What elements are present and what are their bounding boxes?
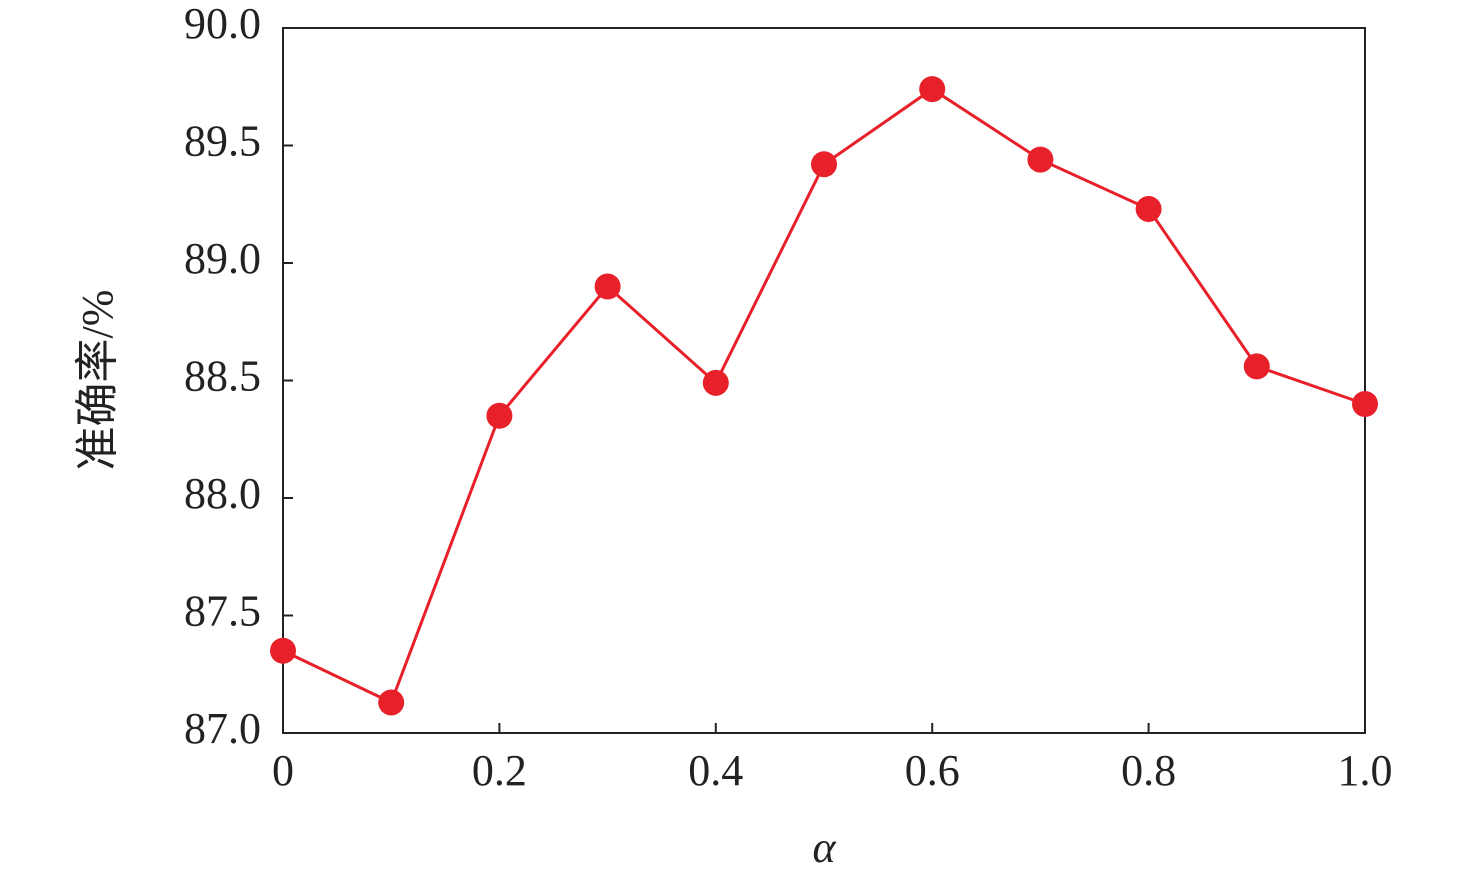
data-point	[270, 637, 296, 664]
x-tick-label: 0.6	[905, 746, 960, 795]
data-point	[1135, 195, 1162, 222]
data-point	[1243, 353, 1270, 380]
y-tick-label: 87.5	[184, 587, 261, 636]
x-tick-label: 0	[272, 746, 294, 795]
data-point	[1352, 391, 1378, 417]
y-tick-label: 88.5	[184, 352, 261, 401]
data-point	[486, 402, 513, 429]
x-tick-label: 0.2	[472, 746, 527, 795]
x-tick-label: 0.4	[688, 746, 743, 795]
y-tick-label: 88.0	[184, 469, 261, 518]
y-tick-label: 89.0	[184, 234, 261, 283]
data-point	[1027, 146, 1054, 173]
y-axis-label: 准确率/%	[73, 290, 122, 471]
data-point	[811, 151, 837, 178]
data-point	[594, 273, 621, 300]
data-point	[378, 689, 405, 716]
series-line	[282, 87, 1366, 705]
y-tick-label: 89.5	[184, 117, 261, 166]
x-tick-label: 0.8	[1121, 746, 1176, 795]
data-point	[702, 369, 729, 396]
x-axis-label: α	[812, 823, 836, 872]
plot-frame	[282, 27, 1366, 734]
data-point	[919, 76, 946, 103]
y-tick-label: 90.0	[184, 0, 261, 48]
y-tick-label: 87.0	[184, 704, 261, 753]
x-tick-label: 1.0	[1338, 746, 1393, 795]
